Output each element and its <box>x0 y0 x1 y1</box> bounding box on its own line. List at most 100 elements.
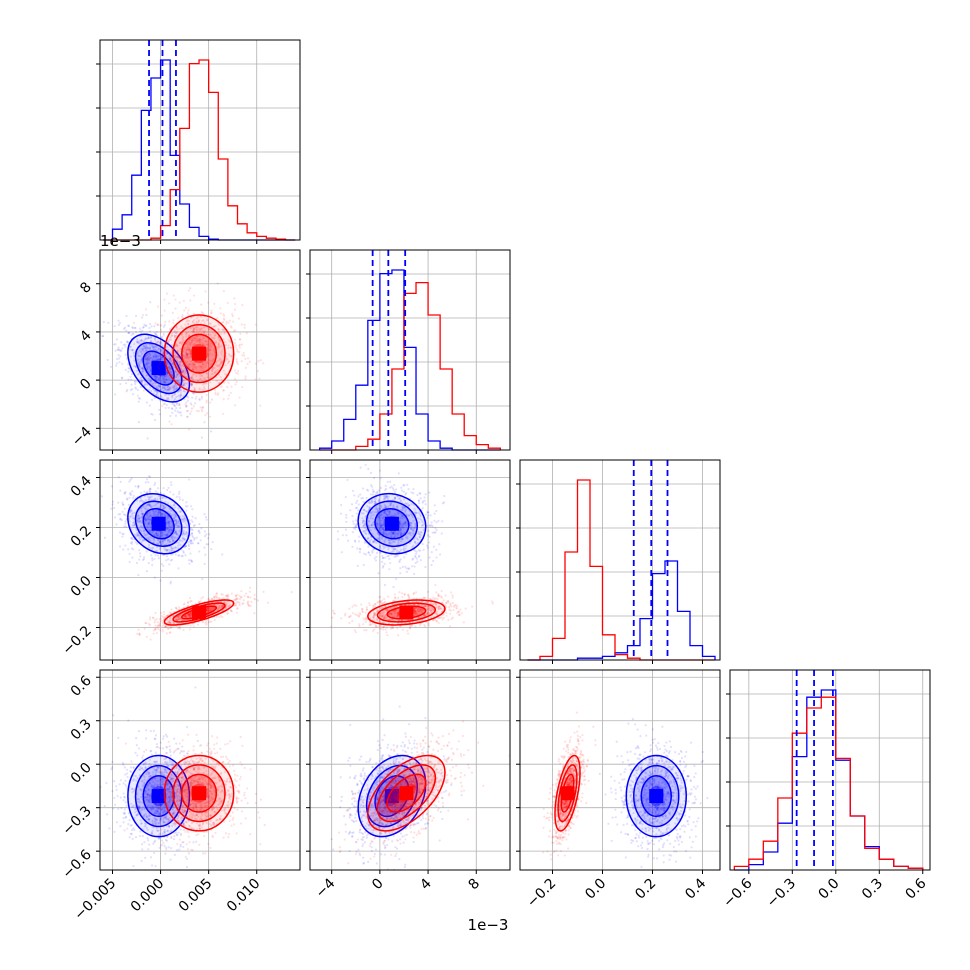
scatter-point <box>383 511 386 515</box>
scatter-point <box>416 493 419 497</box>
scatter-point <box>174 353 177 356</box>
scatter-point <box>354 506 358 510</box>
scatter-point <box>203 321 206 324</box>
scatter-point <box>384 496 387 499</box>
scatter-point <box>146 346 149 350</box>
scatter-point <box>165 372 168 375</box>
scatter-point <box>149 379 152 383</box>
scatter-point <box>159 388 163 392</box>
scatter-point <box>400 537 404 540</box>
scatter-point <box>178 341 182 344</box>
scatter-point <box>213 366 216 370</box>
scatter-point <box>417 499 421 502</box>
scatter-point <box>371 517 374 520</box>
scatter-point <box>114 364 118 367</box>
scatter-point <box>153 345 156 348</box>
scatter-point <box>180 509 183 512</box>
scatter-point <box>176 536 179 539</box>
scatter-point <box>400 532 403 535</box>
scatter-point <box>188 350 192 353</box>
scatter-point <box>134 365 137 368</box>
scatter-point <box>397 472 400 475</box>
scatter-point <box>173 546 176 549</box>
scatter-point <box>179 389 182 392</box>
scatter-point <box>190 407 194 410</box>
scatter-point <box>216 282 219 285</box>
scatter-point <box>195 321 198 325</box>
scatter-point <box>396 534 399 537</box>
scatter-point <box>189 352 193 356</box>
scatter-point <box>198 339 201 342</box>
scatter-point <box>362 524 365 528</box>
scatter-point <box>147 561 150 565</box>
scatter-point <box>396 613 399 617</box>
scatter-point <box>400 515 403 518</box>
scatter-point <box>185 615 188 618</box>
scatter-point <box>119 480 122 483</box>
scatter-point <box>141 370 144 373</box>
scatter-point <box>178 618 181 621</box>
panel-diag-2 <box>516 459 721 664</box>
scatter-point <box>135 533 138 536</box>
scatter-point <box>200 303 203 306</box>
scatter-point <box>362 524 365 527</box>
scatter-point <box>139 397 142 400</box>
scatter-point <box>186 353 189 356</box>
scatter-point <box>234 383 237 386</box>
scatter-point <box>146 525 149 528</box>
scatter-point <box>152 375 156 378</box>
scatter-point <box>208 328 211 331</box>
scatter-point <box>134 485 137 488</box>
scatter-point <box>145 505 148 508</box>
scatter-point <box>166 548 170 551</box>
scatter-point <box>169 364 172 367</box>
scatter-point <box>151 563 154 567</box>
scatter-point <box>172 389 176 392</box>
scatter-point <box>215 592 218 595</box>
scatter-point <box>185 382 188 385</box>
scatter-point <box>184 361 188 364</box>
scatter-point <box>404 508 408 511</box>
scatter-point <box>184 614 187 617</box>
scatter-point <box>208 333 211 336</box>
scatter-point <box>207 609 210 612</box>
scatter-point <box>157 377 160 380</box>
scatter-point <box>160 335 164 339</box>
scatter-point <box>191 536 195 539</box>
scatter-point <box>392 531 395 534</box>
hist-red <box>102 59 296 241</box>
scatter-point <box>170 350 173 353</box>
scatter-point <box>174 515 177 518</box>
scatter-point <box>381 566 384 569</box>
scatter-point <box>137 397 141 400</box>
scatter-point <box>202 377 205 380</box>
scatter-point <box>145 357 148 360</box>
scatter-point <box>203 360 207 363</box>
scatter-point <box>145 519 148 522</box>
scatter-point <box>213 388 216 391</box>
scatter-point <box>446 600 449 603</box>
scatter-point <box>207 543 210 546</box>
scatter-point <box>190 341 193 344</box>
scatter-point <box>198 365 201 368</box>
scatter-point <box>173 404 176 407</box>
scatter-point <box>222 328 225 331</box>
scatter-point <box>148 504 152 507</box>
scatter-point <box>154 624 157 627</box>
scatter-point <box>418 554 421 557</box>
scatter-point <box>389 613 393 616</box>
scatter-point <box>398 529 401 532</box>
scatter-point <box>172 535 175 539</box>
scatter-point <box>179 368 182 371</box>
scatter-point <box>238 344 241 347</box>
scatter-point <box>409 526 412 530</box>
scatter-point <box>235 604 238 607</box>
scatter-point <box>176 622 179 625</box>
scatter-point <box>378 600 381 603</box>
scatter-point <box>380 607 383 610</box>
scatter-point <box>419 515 422 518</box>
scatter-point <box>382 615 386 618</box>
scatter-point <box>402 516 406 519</box>
scatter-point <box>367 467 370 470</box>
scatter-point <box>449 612 452 615</box>
